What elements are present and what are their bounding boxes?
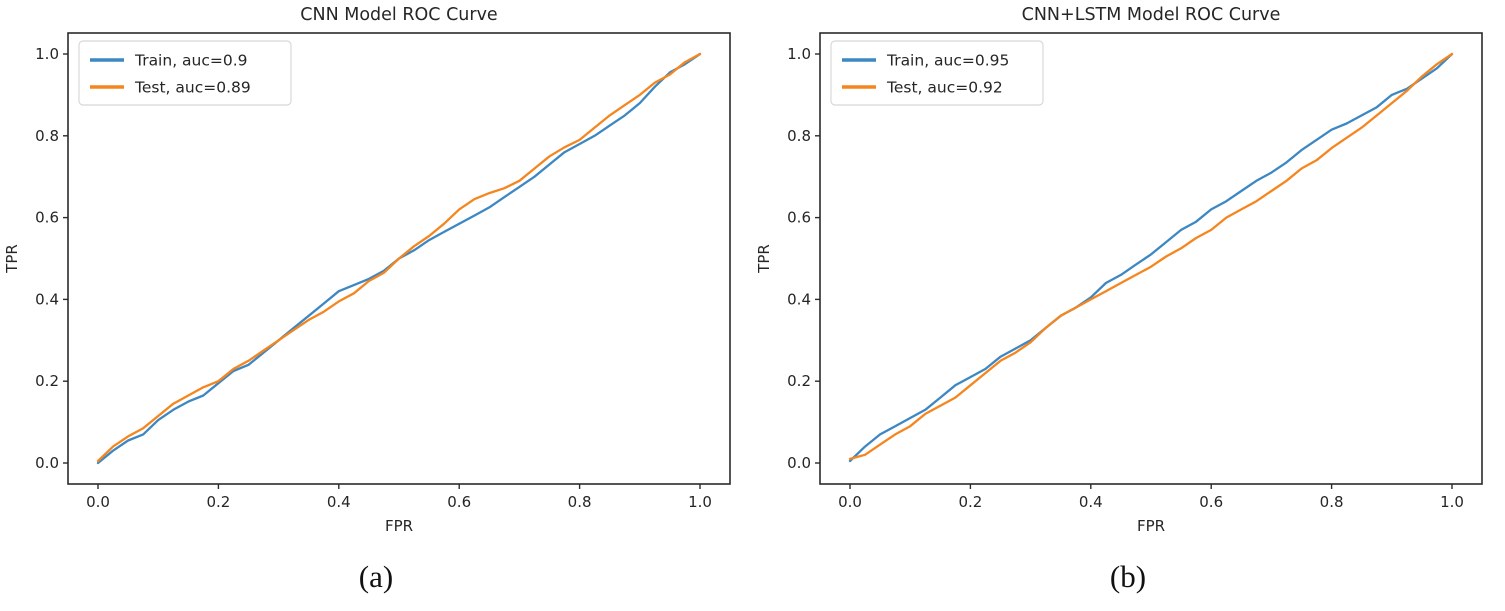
legend-box [830,40,1044,106]
x-axis-label: FPR [1137,517,1165,535]
y-tick-label: 0.8 [35,127,59,145]
x-tick-label: 1.0 [1440,493,1464,511]
caption-b: (b) [1109,559,1147,594]
y-tick-label: 0.6 [35,209,59,227]
y-tick-label: 0.0 [787,454,811,472]
x-tick-label: 0.6 [447,493,471,511]
caption-a: (a) [358,559,394,594]
legend-label-1: Test, auc=0.92 [886,79,1003,97]
chart-title: CNN+LSTM Model ROC Curve [1022,5,1281,25]
x-axis-label: FPR [385,517,413,535]
x-tick-label: 0.8 [568,493,592,511]
y-tick-label: 0.4 [787,290,811,308]
x-tick-label: 0.2 [958,493,982,511]
x-tick-label: 1.0 [688,493,712,511]
chart-title: CNN Model ROC Curve [300,5,497,25]
x-tick-label: 0.0 [86,493,110,511]
axes-box [67,32,731,485]
x-tick-label: 0.6 [1199,493,1223,511]
y-tick-label: 1.0 [787,45,811,63]
x-tick-label: 0.8 [1320,493,1344,511]
y-tick-label: 0.8 [787,127,811,145]
legend-label-0: Train, auc=0.95 [886,52,1009,70]
y-tick-label: 1.0 [35,45,59,63]
x-tick-label: 0.0 [838,493,862,511]
y-tick-label: 0.0 [35,454,59,472]
y-tick-label: 0.2 [787,372,811,390]
x-tick-label: 0.4 [1079,493,1103,511]
y-tick-label: 0.4 [35,290,59,308]
series-line-1 [848,52,1454,461]
y-axis-label: TPR [755,244,773,274]
panel-b: CNN+LSTM Model ROC Curve 0.0 0.2 0.4 0.6 0.8 1… [752,0,1504,611]
axes-box [819,32,1483,485]
legend-label-1: Test, auc=0.89 [134,79,251,97]
x-tick-label: 0.4 [327,493,351,511]
y-axis-label: TPR [3,244,21,274]
y-tick-label: 0.2 [35,372,59,390]
legend-box [78,40,292,106]
x-tick-label: 0.2 [206,493,230,511]
series-line-0 [848,52,1454,463]
legend: Train, auc=0.9 Test, auc=0.89 [78,40,292,106]
legend-label-0: Train, auc=0.9 [134,52,248,70]
series-line-1 [96,52,702,463]
y-tick-label: 0.6 [787,209,811,227]
legend: Train, auc=0.95 Test, auc=0.92 [830,40,1044,106]
panel-a: CNN Model ROC Curve 0.0 0.2 0.4 0.6 0.8 1.0 0.0… [0,0,752,611]
roc-chart-cnn-lstm: CNN+LSTM Model ROC Curve 0.0 0.2 0.4 0.6 0.8 1… [755,5,1483,535]
roc-chart-cnn: CNN Model ROC Curve 0.0 0.2 0.4 0.6 0.8 1.0 0.0… [3,5,731,535]
